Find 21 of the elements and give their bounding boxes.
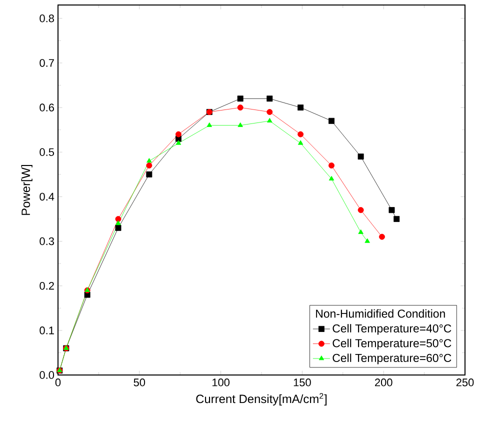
y-tick-label: 0.0 [40, 371, 54, 379]
y-tick-label: 0.5 [40, 148, 54, 156]
y-tick-label: 0.3 [40, 237, 54, 246]
legend-label: Cell Temperature=40°C [332, 324, 452, 335]
y-axis-title: Power[W] [21, 164, 32, 215]
x-tick-label: 150 [294, 378, 311, 386]
y-tick-label: 0.4 [40, 192, 54, 201]
legend-title: Non-Humidified Condition [316, 309, 445, 318]
legend-label: Cell Temperature=50°C [332, 338, 452, 350]
x-axis-title: Current Density[mA/cm$^{2}$] [196, 393, 327, 406]
y-tick-label: 0.8 [40, 14, 54, 22]
y-tick-label: 0.7 [40, 59, 54, 67]
y-tick-label: 0.6 [40, 104, 54, 112]
x-tick-label: 100 [212, 378, 230, 386]
x-tick-label: 0 [55, 378, 61, 386]
x-tick-label: 250 [456, 378, 474, 386]
legend-label: Cell Temperature=60°C [332, 354, 452, 364]
y-tick-label: 0.1 [40, 326, 54, 334]
y-tick-label: 0.2 [40, 282, 54, 290]
x-tick-label: 200 [375, 378, 392, 386]
x-tick-label: 50 [134, 378, 146, 386]
